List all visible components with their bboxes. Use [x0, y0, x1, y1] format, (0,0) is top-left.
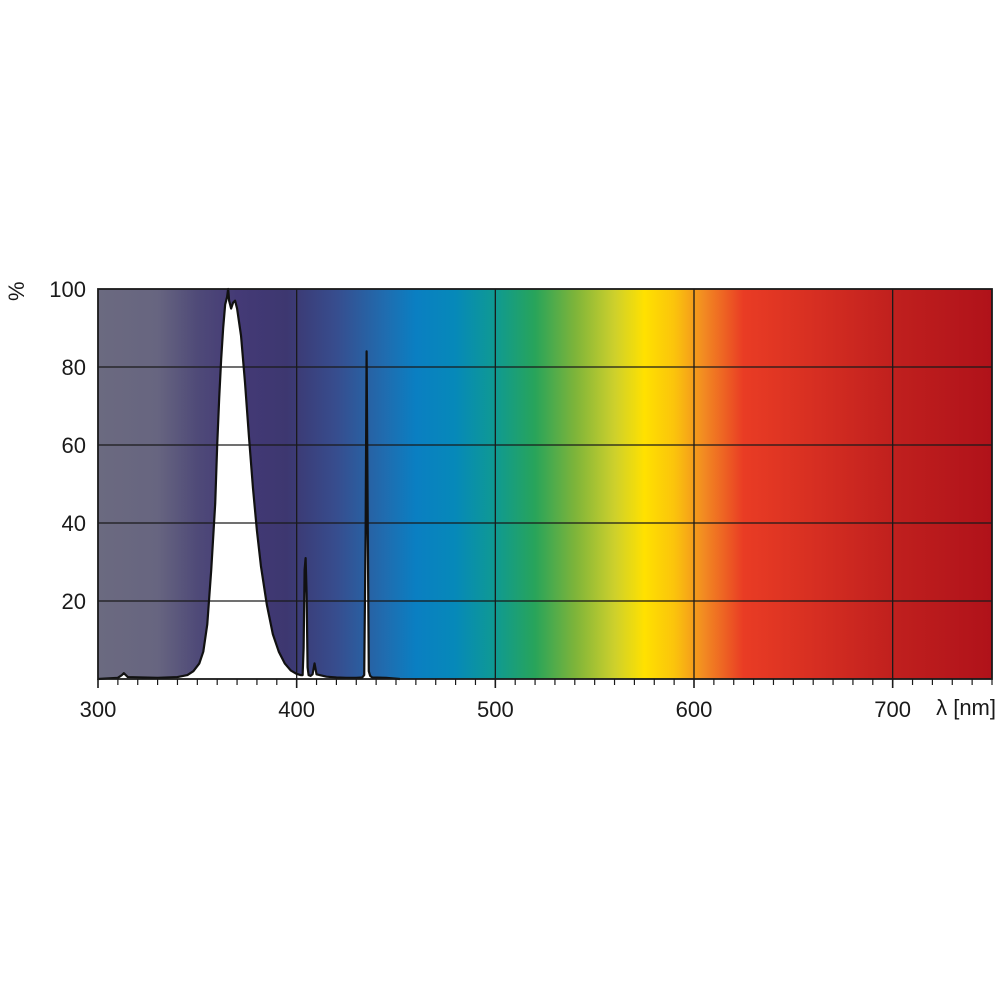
emission-curve-fill — [98, 289, 400, 679]
y-tick-label: 80 — [62, 355, 86, 380]
y-tick-label: 60 — [62, 433, 86, 458]
x-tick-label: 400 — [278, 697, 315, 722]
y-tick-label: 20 — [62, 589, 86, 614]
emission-curve-line — [97, 287, 401, 681]
x-axis-tick-labels: 300 400 500 600 700 — [80, 697, 911, 722]
y-axis-unit-label: % — [4, 281, 29, 301]
y-tick-label: 40 — [62, 511, 86, 536]
y-tick-label: 100 — [49, 277, 86, 302]
y-axis-tick-labels: 20 40 60 80 100 — [49, 277, 86, 614]
x-tick-label: 700 — [874, 697, 911, 722]
x-tick-label: 500 — [477, 697, 514, 722]
x-axis-unit-label: λ [nm] — [936, 695, 996, 720]
x-tick-label: 300 — [80, 697, 117, 722]
plot-frame — [97, 288, 993, 680]
grid-lines — [98, 289, 992, 679]
x-axis-ticks — [97, 679, 993, 688]
x-tick-label: 600 — [676, 697, 713, 722]
